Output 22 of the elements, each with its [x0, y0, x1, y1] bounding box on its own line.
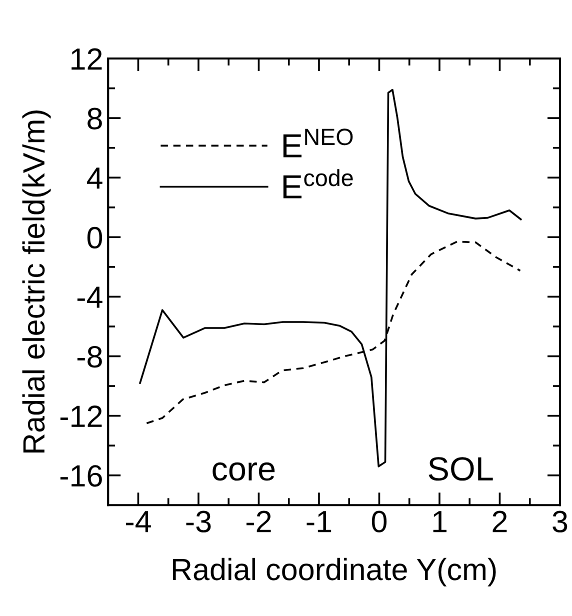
y-tick-label: -16: [60, 465, 102, 487]
y-tick-label: 12: [72, 48, 102, 70]
x-tick-label: -4: [126, 511, 151, 532]
annotation: core: [212, 462, 275, 481]
y-tick-label: -4: [77, 286, 102, 308]
x-tick-label: -3: [186, 510, 211, 532]
x-tick-label: -2: [246, 510, 271, 532]
y-tick-label: -8: [77, 346, 102, 368]
annotation: SOL: [428, 457, 493, 481]
y-tick-label: 0: [87, 226, 102, 249]
legend-label: E$^{code}$: [283, 169, 353, 198]
y-tick-label: -12: [60, 406, 102, 427]
y-axis-title: Radial electric field(kV/m): [22, 110, 51, 452]
x-axis-title: Radial coordinate Y(cm): [172, 558, 496, 586]
x-tick-label: -1: [306, 511, 332, 532]
x-tick-label: 0: [372, 510, 387, 532]
x-tick-label: 3: [552, 510, 568, 532]
y-tick-label: 8: [88, 108, 102, 130]
x-tick-label: 1: [433, 511, 446, 532]
y-tick-label: 4: [86, 168, 102, 189]
legend-label: E$^{NEO}$: [283, 128, 353, 158]
x-tick-label: 2: [492, 510, 507, 532]
